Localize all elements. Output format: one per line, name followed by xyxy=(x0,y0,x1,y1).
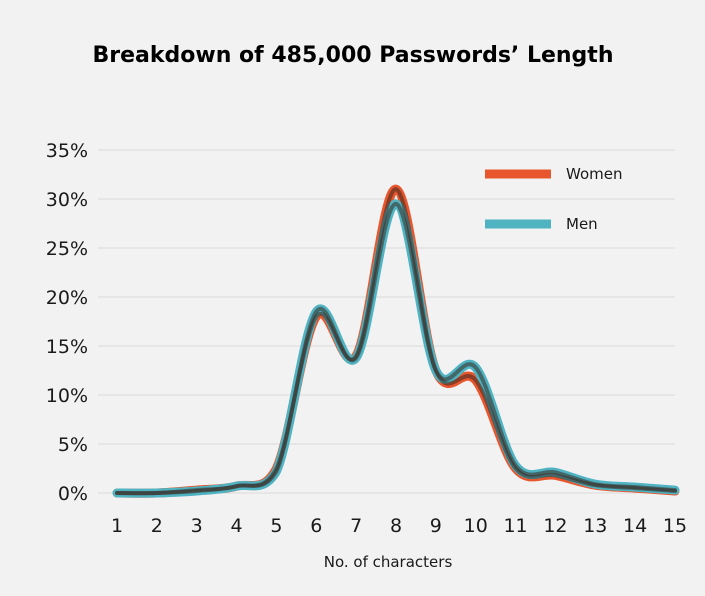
x-tick-label: 9 xyxy=(430,515,442,537)
x-tick-label: 8 xyxy=(390,515,402,537)
x-tick-label: 6 xyxy=(310,515,322,537)
x-tick-label: 3 xyxy=(191,515,203,537)
x-tick-label: 15 xyxy=(663,515,687,537)
series-line-women xyxy=(112,184,680,498)
series-lines xyxy=(112,184,680,498)
x-tick-label: 7 xyxy=(350,515,362,537)
x-axis-ticks: 1 2 3 4 5 6 7 8 9 10 11 12 13 14 15 xyxy=(111,515,687,537)
x-tick-label: 14 xyxy=(623,515,647,537)
x-tick-label: 1 xyxy=(111,515,123,537)
y-axis-ticks: 0% 5% 10% 15% 20% 25% 30% 35% xyxy=(46,140,88,505)
x-tick-label: 10 xyxy=(464,515,488,537)
y-tick-label: 35% xyxy=(46,140,88,162)
series-overlap-men xyxy=(115,201,677,496)
y-tick-label: 0% xyxy=(58,483,88,505)
y-tick-label: 20% xyxy=(46,287,88,309)
x-tick-label: 5 xyxy=(270,515,282,537)
y-tick-label: 10% xyxy=(46,385,88,407)
y-tick-label: 15% xyxy=(46,336,88,358)
series-line-men xyxy=(112,199,680,498)
y-tick-label: 5% xyxy=(58,434,88,456)
grid-lines xyxy=(98,149,675,494)
x-tick-label: 11 xyxy=(503,515,527,537)
series-overlap-women xyxy=(115,187,677,496)
y-tick-label: 25% xyxy=(46,238,88,260)
legend-label-men: Men xyxy=(566,215,598,233)
chart-title: Breakdown of 485,000 Passwords’ Length xyxy=(93,43,614,68)
x-axis-label: No. of characters xyxy=(324,553,453,571)
y-tick-label: 30% xyxy=(46,189,88,211)
x-tick-label: 2 xyxy=(151,515,163,537)
x-tick-label: 12 xyxy=(543,515,567,537)
legend: Women Men xyxy=(485,165,622,233)
x-tick-label: 4 xyxy=(231,515,243,537)
x-tick-label: 13 xyxy=(583,515,607,537)
legend-label-women: Women xyxy=(566,165,622,183)
